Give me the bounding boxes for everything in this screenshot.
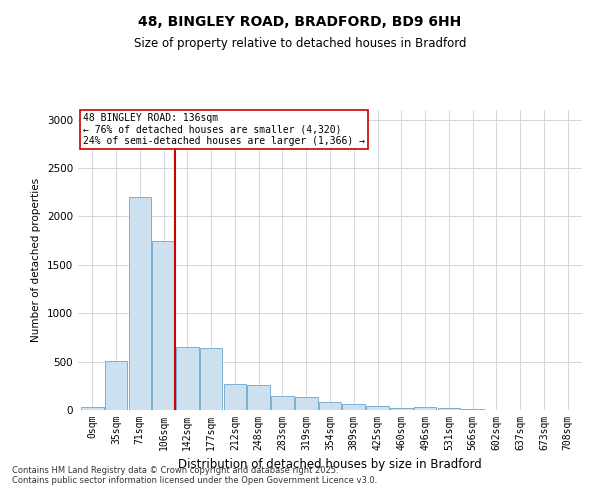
Bar: [224, 384, 246, 410]
Bar: [128, 197, 151, 410]
Bar: [343, 404, 365, 410]
Bar: [271, 396, 294, 410]
Bar: [414, 408, 436, 410]
Bar: [390, 408, 413, 410]
Bar: [176, 347, 199, 410]
Bar: [366, 406, 389, 410]
Bar: [295, 398, 317, 410]
Y-axis label: Number of detached properties: Number of detached properties: [31, 178, 41, 342]
Bar: [152, 240, 175, 410]
Bar: [319, 402, 341, 410]
Bar: [461, 409, 484, 410]
Bar: [200, 348, 223, 410]
Text: 48 BINGLEY ROAD: 136sqm
← 76% of detached houses are smaller (4,320)
24% of semi: 48 BINGLEY ROAD: 136sqm ← 76% of detache…: [83, 113, 365, 146]
Bar: [437, 408, 460, 410]
X-axis label: Distribution of detached houses by size in Bradford: Distribution of detached houses by size …: [178, 458, 482, 471]
Text: Contains HM Land Registry data © Crown copyright and database right 2025.
Contai: Contains HM Land Registry data © Crown c…: [12, 466, 377, 485]
Text: Size of property relative to detached houses in Bradford: Size of property relative to detached ho…: [134, 38, 466, 51]
Text: 48, BINGLEY ROAD, BRADFORD, BD9 6HH: 48, BINGLEY ROAD, BRADFORD, BD9 6HH: [139, 15, 461, 29]
Bar: [105, 360, 127, 410]
Bar: [247, 384, 270, 410]
Bar: [81, 407, 104, 410]
